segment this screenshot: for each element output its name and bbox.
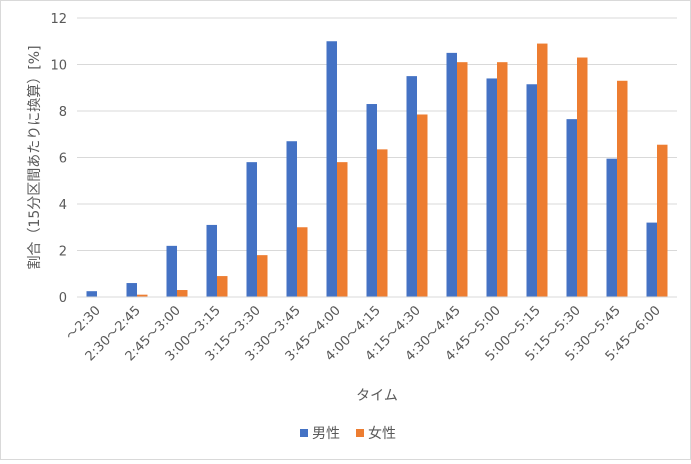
bar-male	[566, 119, 577, 297]
bar-female	[577, 57, 588, 298]
bar-male	[646, 222, 657, 297]
bar-male	[446, 52, 457, 297]
bar-female	[297, 227, 308, 297]
y-tick-label: 12	[50, 12, 67, 27]
legend-swatch-female	[356, 429, 364, 437]
bar-female	[177, 290, 188, 297]
bar-female	[377, 149, 388, 297]
y-tick-labels: 0 2 4 6 8 10 12	[50, 12, 67, 306]
bar-male	[526, 84, 537, 297]
bar-female	[537, 43, 548, 298]
legend-label-female: 女性	[368, 425, 396, 442]
y-tick-label: 0	[59, 291, 67, 306]
legend-swatch-male	[300, 429, 308, 437]
x-axis-title: タイム	[356, 388, 398, 404]
y-tick-label: 4	[59, 198, 67, 213]
bar-male	[246, 162, 257, 297]
bar-female	[417, 114, 428, 297]
y-tick-label: 10	[50, 59, 67, 74]
bar-female	[337, 162, 348, 297]
bar-male	[366, 104, 377, 298]
bar-female	[137, 294, 148, 297]
y-axis-title: 割合（15分区間あたりに換算）[%]	[26, 45, 43, 269]
bar-male	[166, 245, 177, 297]
bar-male	[126, 283, 137, 297]
y-tick-label: 6	[59, 152, 67, 167]
bar-male	[606, 158, 617, 297]
bar-male	[206, 224, 217, 297]
bar-female	[617, 80, 628, 298]
y-tick-label: 8	[59, 105, 67, 120]
bar-female	[457, 62, 468, 297]
x-tick-labels: 〜2:302:30〜2:452:45〜3:003:00〜3:153:15〜3:3…	[63, 303, 663, 364]
legend-label-male: 男性	[312, 426, 340, 442]
legend: 男性 女性	[300, 425, 396, 442]
bar-female	[497, 62, 508, 297]
bar-female	[257, 255, 268, 297]
bar-male	[286, 141, 297, 297]
y-tick-label: 2	[59, 245, 67, 260]
bar-female	[217, 276, 228, 297]
bar-male	[326, 41, 337, 297]
bar-female	[657, 144, 668, 297]
bar-male	[406, 76, 417, 297]
bar-male	[86, 291, 97, 297]
bar-male	[486, 78, 497, 297]
bars	[86, 41, 668, 298]
